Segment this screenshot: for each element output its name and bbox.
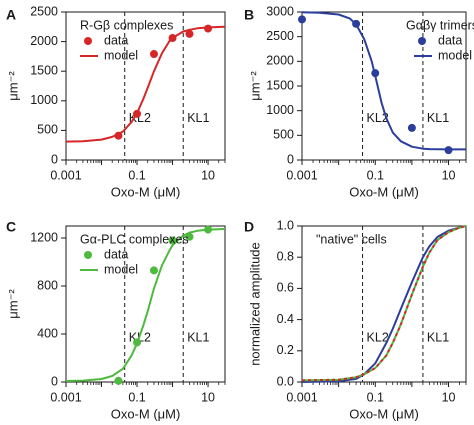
panel-c-frame <box>65 225 226 383</box>
panel-c-data-point <box>149 266 158 275</box>
panel-a-ytick-label: 0 <box>51 152 58 166</box>
panel-a-xtick-label: 10 <box>201 168 215 182</box>
panel-c-annotation-label: KL1 <box>187 331 209 345</box>
panel-a-ytick-label: 500 <box>37 123 58 137</box>
panel-b-ytick-label: 0 <box>287 152 294 166</box>
panel-c-legend-title: Gα-PLC complexes <box>80 232 189 246</box>
panel-b-legend-title: Gαβγ trimers <box>406 18 474 32</box>
panel-c-ylabel: μm⁻² <box>5 289 20 319</box>
panel-c-legend-label: data <box>104 247 128 261</box>
panel-c-ytick-label: 0 <box>51 374 58 388</box>
panel-b-legend-label: model <box>438 48 472 62</box>
panel-a-legend-label: model <box>104 48 138 62</box>
panel-c-letter: C <box>6 219 16 235</box>
panel-a-legend-label: data <box>104 33 128 47</box>
panel-a-frame <box>65 11 226 161</box>
panel-b-series-line <box>301 11 466 151</box>
panel-a-ytick-label: 1000 <box>30 93 58 107</box>
panel-b-ytick-label: 2000 <box>266 54 294 68</box>
panel-b-ytick-label: 3000 <box>266 4 294 18</box>
panel-b-ytick-label: 1500 <box>266 78 294 92</box>
panel-a-data-point <box>149 50 158 59</box>
panel-d-xtick-label: 0.001 <box>286 390 317 404</box>
panel-b-xtick-label: 0.001 <box>286 168 317 182</box>
panel-b-ytick-label: 500 <box>273 128 294 142</box>
panel-c-series-line <box>65 228 226 382</box>
panel-a-ytick-label: 2500 <box>30 4 58 18</box>
panel-a-legend-title: R-Gβ complexes <box>80 18 173 32</box>
panel-a-xtick-label: 0.001 <box>50 168 81 182</box>
panel-b-legend-marker <box>418 37 426 45</box>
panel-a-ytick-label: 2000 <box>30 34 58 48</box>
panel-a-ytick-label: 1500 <box>30 63 58 77</box>
panel-b-ytick-label: 1000 <box>266 103 294 117</box>
panel-d-ytick-label: 0.0 <box>277 374 294 388</box>
panel-d-ytick-label: 1.0 <box>277 218 294 232</box>
panel-c-xtick-label: 0.001 <box>50 390 81 404</box>
panel-d-frame <box>301 225 467 383</box>
panel-d-ytick-label: 0.2 <box>277 343 294 357</box>
panel-b-ylabel: μm⁻² <box>247 71 262 101</box>
panel-c-xtick-label: 10 <box>201 390 215 404</box>
panel-d: D 0.0 0.2 0.4 0.6 0.8 1.0 0.001 0.1 10 Oxo-M (μM) n… <box>244 218 467 421</box>
panel-c-ytick-label: 1200 <box>30 230 58 244</box>
panel-d-ytick-label: 0.4 <box>277 312 294 326</box>
panel-a-annotation-label: KL1 <box>187 111 209 125</box>
panel-d-legend: "native" cells <box>316 232 387 246</box>
panel-d-annotation-label: KL2 <box>367 331 389 345</box>
panel-b-xtick-label: 10 <box>442 168 456 182</box>
panel-c-xtick-label: 0.1 <box>128 390 145 404</box>
panel-d-ytick-label: 0.8 <box>277 249 294 263</box>
panel-b-ytick-label: 2500 <box>266 29 294 43</box>
panel-d-annotation-label: KL1 <box>427 331 449 345</box>
panel-b-data-point <box>407 123 416 132</box>
panel-a: A 0 500 1000 1500 2000 2500 0.001 0.1 10 Oxo-M (μM… <box>5 4 226 199</box>
panel-c-data-point <box>185 232 194 241</box>
panel-d-ytick-label: 0.6 <box>277 281 294 295</box>
panel-c-legend-marker <box>84 251 92 259</box>
panel-b-data-point <box>298 15 306 24</box>
panel-b: B 0 500 1000 1500 2000 2500 3000 0.001 0.1 10 Oxo-M… <box>244 4 474 199</box>
panel-b-legend-label: data <box>438 33 462 47</box>
panel-d-letter: D <box>244 219 254 235</box>
panel-d-xtick-label: 10 <box>442 390 456 404</box>
panel-d-ylabel: normalized amplitude <box>247 242 262 366</box>
panel-d-legend-title: "native" cells <box>316 232 387 246</box>
panel-c-data-point <box>114 376 123 385</box>
panel-c-ytick-label: 800 <box>37 278 58 292</box>
panel-d-xtick-label: 0.1 <box>367 390 384 404</box>
panel-a-xlabel: Oxo-M (μM) <box>111 184 181 199</box>
panel-a-letter: A <box>6 7 16 23</box>
panel-b-xtick-label: 0.1 <box>367 168 384 182</box>
panel-a-series-line <box>65 25 226 143</box>
panel-d-series-line <box>301 225 467 382</box>
panel-c-ytick-label: 400 <box>37 326 58 340</box>
panel-c-legend-label: model <box>104 262 138 276</box>
panel-b-letter: B <box>244 7 254 23</box>
panel-a-data-point <box>185 29 194 38</box>
panel-a-xtick-label: 0.1 <box>128 168 145 182</box>
panel-d-series-line <box>301 225 467 382</box>
panel-b-annotation-label: KL2 <box>367 111 389 125</box>
panel-d-xlabel: Oxo-M (μM) <box>349 406 419 421</box>
panel-b-annotation-label: KL1 <box>427 111 449 125</box>
panel-a-legend-marker <box>84 37 92 45</box>
panel-b-xlabel: Oxo-M (μM) <box>349 184 419 199</box>
panel-c-xlabel: Oxo-M (μM) <box>111 406 181 421</box>
panel-a-ylabel: μm⁻² <box>5 71 20 101</box>
